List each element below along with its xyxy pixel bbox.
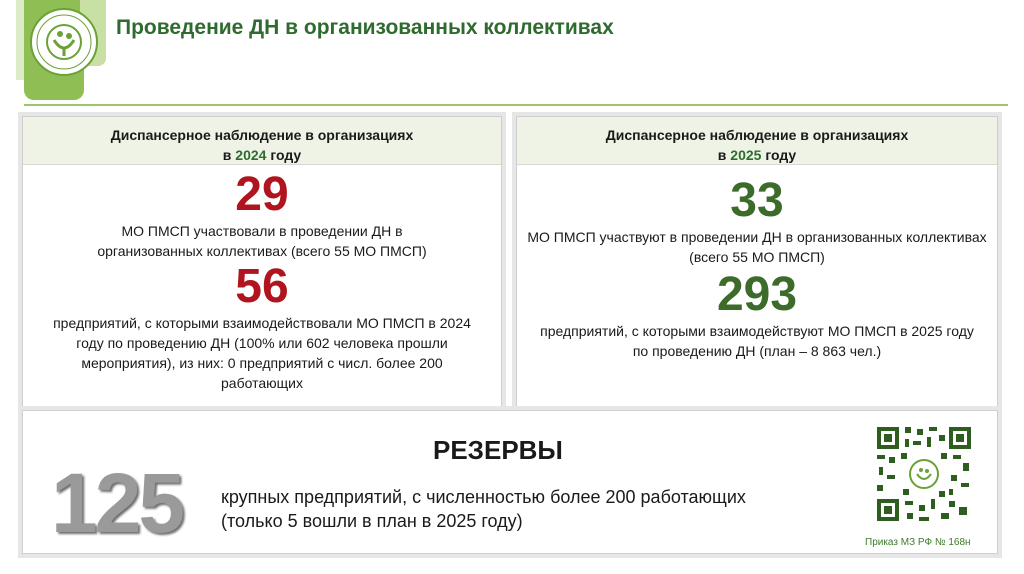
- panel-heading-line1: Диспансерное наблюдение в организациях: [110, 127, 414, 143]
- stat-mo-count-text: МО ПМСП участвовали в проведении ДН в ор…: [97, 223, 427, 259]
- order-reference: Приказ МЗ РФ № 168н: [865, 537, 971, 548]
- reserves-panel: 125 РЕЗЕРВЫ крупных предприятий, с числе…: [22, 410, 998, 554]
- heading-year: 2025: [730, 147, 762, 163]
- heading-year: 2024: [235, 147, 267, 163]
- header-decor-bar: [16, 0, 26, 80]
- stat-mo-count-value: 33: [730, 174, 784, 227]
- panel-2024-heading: Диспансерное наблюдение в организациях в…: [23, 117, 501, 165]
- stat-enterprises-text: предприятий, с которыми взаимодействовал…: [53, 315, 471, 391]
- reserves-text: крупных предприятий, с численностью боле…: [221, 485, 746, 533]
- panel-heading-line2: в 2025 году: [717, 147, 797, 163]
- panel-heading-line2: в 2024 году: [222, 147, 302, 163]
- ministry-logo-icon: [30, 8, 98, 76]
- header-divider: [24, 104, 1008, 106]
- panel-2024: Диспансерное наблюдение в организациях в…: [22, 116, 502, 408]
- reserves-text-line2: (только 5 вошли в план в 2025 году): [221, 511, 523, 531]
- stat-mo-count-value: 29: [235, 168, 289, 221]
- stat-enterprises-text: предприятий, с которыми взаимодействуют …: [540, 323, 974, 359]
- stat-enterprises-value: 56: [235, 260, 289, 313]
- page-title: Проведение ДН в организованных коллектив…: [116, 16, 614, 39]
- stat-enterprises-value: 293: [716, 268, 798, 321]
- stat-mo-count-text: МО ПМСП участвуют в проведении ДН в орга…: [527, 229, 987, 265]
- reserves-title: РЕЗЕРВЫ: [433, 435, 563, 465]
- qr-code-icon: [875, 425, 973, 523]
- panel-heading-line1: Диспансерное наблюдение в организациях: [605, 127, 909, 143]
- panel-2025-heading: Диспансерное наблюдение в организациях в…: [517, 117, 997, 165]
- panel-2025: Диспансерное наблюдение в организациях в…: [516, 116, 998, 408]
- reserves-text-line1: крупных предприятий, с численностью боле…: [221, 487, 746, 507]
- reserves-value: 125: [51, 456, 185, 550]
